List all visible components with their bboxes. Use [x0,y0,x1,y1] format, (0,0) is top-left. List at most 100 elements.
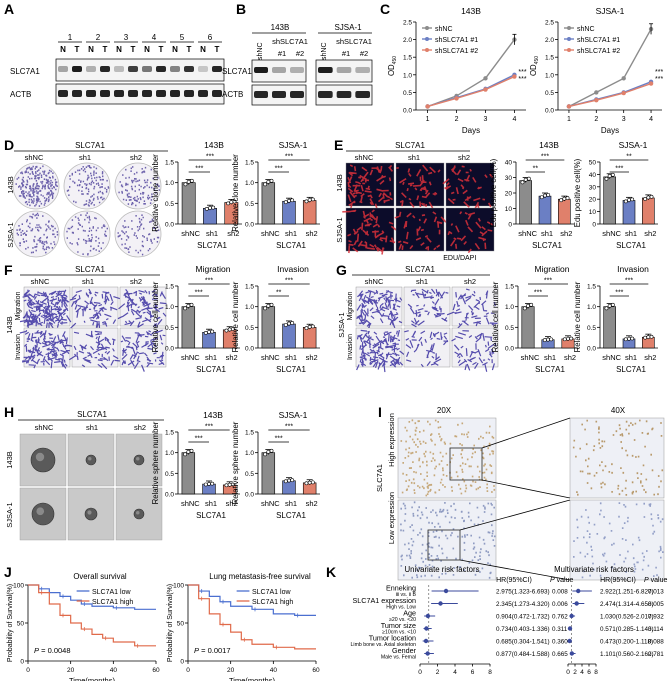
bar-sh1 [203,207,217,225]
hr-header: HR(95%CI) [600,577,636,584]
y-tick-label: 30 [505,175,513,182]
series-line-2 [568,82,652,108]
chart-title: SJSA-1 [596,6,625,16]
sig-label: *** [206,154,214,161]
y-tick-label: 0 [592,222,596,229]
data-point [263,452,268,457]
km-curve-1 [28,584,156,647]
data-point [310,197,315,202]
data-point [526,303,530,308]
x-tick-label: 1 [426,116,430,123]
sig-label: *** [534,290,542,297]
y-axis-label: Relative cell number [231,281,240,352]
data-point [307,480,312,485]
transwell-invasion-cells [68,330,121,370]
series-point-0 [594,90,599,95]
data-point [604,176,609,181]
p-value: 0.006 [552,601,568,608]
bar-shNC [181,452,196,495]
sig-label: *** [518,69,526,76]
blot-band-slc7a1 [198,66,208,72]
x-axis-label: SLC7A1 [616,365,646,374]
x-axis-label: SLC7A1 [276,241,306,250]
p-value: 0.114 [648,626,664,633]
cell-line-sjsa1: SJSA-1 [334,23,362,32]
y-tick-label: 1.5 [403,55,412,62]
p-value: 0.762 [552,614,568,621]
data-point [204,207,209,211]
p-value: 0.311 [552,626,568,633]
transwell-migration-cells [446,288,498,329]
forest-tick-label: 0 [566,669,570,676]
y-tick-label: 1.5 [165,284,174,291]
y-axis-label: Relative cell number [573,281,582,352]
lane-label-N: N [116,45,122,54]
lane-label-N: N [88,45,94,54]
lane-label-T: T [75,45,80,54]
lane-2: #2 [360,49,368,58]
sig-label: *** [205,424,213,431]
hr-ci: 0.685(0.304-1.541) [496,639,550,646]
legend-marker [425,37,429,41]
y-tick-label: 40 [505,160,513,167]
sphere-tile-143b-sphere [30,447,56,473]
hr-ci: 2.975(1.323-6.693) [496,589,550,596]
data-point [263,182,268,187]
data-point [203,331,208,335]
col-label: sh1 [79,153,91,162]
row-label: Invasion [347,334,354,360]
patient-number: 1 [68,33,73,42]
y-tick-label: 0.5 [245,471,254,478]
y-tick-label: 0.5 [403,90,412,97]
x-axis-label: SLC7A1 [196,365,226,374]
x-tick-label: 40 [270,667,278,674]
bar-shNC [261,182,276,225]
y-axis-label: OD450 [387,56,398,76]
hr-point-uni [423,638,429,644]
blot-band-actb [272,91,286,98]
patient-number: 6 [208,33,213,42]
patient-number: 2 [96,33,101,42]
lane-label-T: T [215,45,220,54]
y-axis-label: Relative cell number [151,281,160,352]
x-tick-label: sh2 [226,499,238,508]
y-tick-label: 1.0 [505,304,514,311]
bar-sh2 [558,198,571,225]
row-label: 143B [335,174,344,192]
data-point [630,336,635,341]
bar-shNC [603,306,616,349]
y-axis-label: Relative cell number [491,281,500,352]
blot-band-actb [290,91,304,98]
data-point [283,323,288,327]
zoom-box [427,529,461,561]
legend-marker [567,48,571,52]
chart-title: Overall survival [73,572,127,581]
x-axis-label: SLC7A1 [276,365,306,374]
legend-label: SLC7A1 low [92,589,131,596]
data-point [623,337,628,342]
blot-band-slc7a1 [156,66,166,72]
x-tick-label: sh2 [644,229,656,238]
legend-marker [567,26,571,30]
sphere-tile-143b-sphere-highlight [136,457,140,461]
y-tick-label: 1.5 [165,430,174,437]
data-point [627,198,631,202]
data-point [230,327,235,331]
data-point [207,330,211,334]
x-tick-label: 2 [455,116,459,123]
data-point [269,302,274,307]
data-point [310,480,315,485]
series-point-2 [512,74,517,79]
hr-ci: 0.904(0.472-1.732) [496,614,550,621]
row-label: SJSA-1 [6,222,15,247]
y-axis-label: Relative sphere number [231,421,240,504]
hr-ci: 2.345(1.273-4.320) [496,601,550,608]
data-point [189,302,194,307]
y-tick-label: 1.0 [545,72,554,79]
sig-label: ** [533,166,539,173]
y-axis-label: OD450 [529,56,540,76]
series-line-2 [427,75,515,108]
panel-label-K: K [326,564,336,580]
zoom-line [481,479,571,499]
side-label: SLC7A1 [375,464,384,492]
